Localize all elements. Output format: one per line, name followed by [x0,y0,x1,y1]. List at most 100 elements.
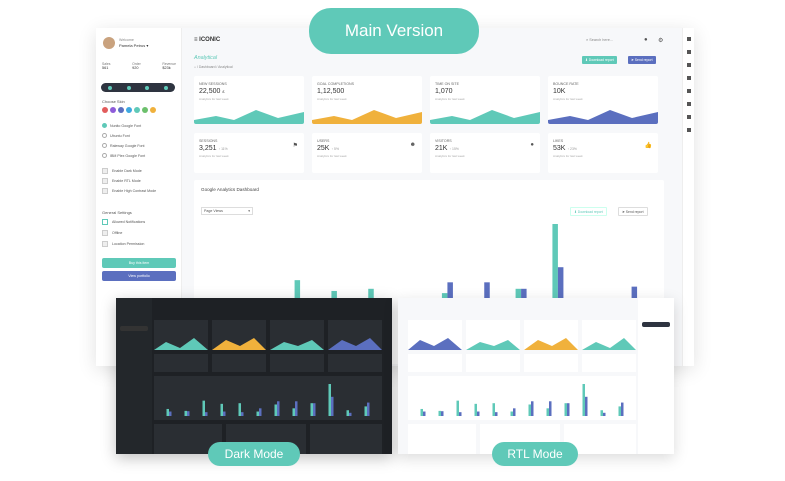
search-icon[interactable] [686,50,691,54]
plus-icon[interactable] [686,128,691,132]
checkbox-icon[interactable] [102,178,108,184]
mini-chart-bar [477,411,480,416]
mini-chart-bar [256,411,259,416]
sparkline-area [430,110,540,124]
mini-chart-bar [292,408,295,416]
choose-skin-label: Choose Skin [102,99,125,104]
font-option[interactable]: Ubuntu Font [102,133,130,138]
checkbox-icon[interactable] [102,168,108,174]
list-icon[interactable] [686,76,691,80]
stat-card: BOUNCE RATE 10K Analytics for last week [548,76,658,124]
skin-swatch[interactable] [134,107,140,113]
folder-icon[interactable] [686,102,691,106]
mode-dot-icon[interactable] [163,85,168,90]
skin-swatch[interactable] [118,107,124,113]
chart-bar[interactable] [552,224,558,332]
home-icon[interactable]: ⌂ [194,65,197,69]
radio-icon[interactable] [102,153,107,158]
view-portfolio-button[interactable]: View portfolio [102,271,176,281]
font-option[interactable]: Raleway Google Font [102,143,145,148]
menu-icon[interactable] [686,37,691,41]
radio-icon[interactable] [102,133,107,138]
checkbox-icon[interactable] [102,241,108,247]
stat-label: NEW SESSIONS [199,82,227,86]
user-name-dropdown[interactable]: Pamela Petrus ▾ [119,43,149,48]
mini-chart-bar [600,410,603,416]
mini-chart-bar [223,411,226,416]
drop-icon[interactable] [686,115,691,119]
mini-chart-bar [567,403,570,416]
skin-swatch[interactable] [110,107,116,113]
info-label: VISITORS [435,139,452,143]
send-icon: ➤ [622,210,625,214]
mini-chart-bar [349,412,352,416]
calendar-icon[interactable] [686,63,691,67]
radio-icon[interactable] [102,123,107,128]
breadcrumb: ⌂ / Dashboard / Analytical [194,65,233,69]
skin-swatch[interactable] [126,107,132,113]
font-option[interactable]: IBM Plex Google Font [102,153,145,158]
chart-download-button[interactable]: ⬇ Download report [570,207,607,216]
toggle-high-contrast[interactable]: Enable High Contrast Mode [102,188,156,194]
info-label: LIKES [553,139,564,143]
mode-dot-icon[interactable] [108,85,113,90]
stat-sales: Sales 561 [102,62,111,70]
mini-chart-bar [564,403,567,416]
mode-dot-icon[interactable] [126,85,131,90]
main-version-label: Main Version [309,8,479,54]
chart-send-button[interactable]: ➤ Send report [618,207,648,216]
mini-chart-bar [331,396,334,416]
page-title: Analytical [194,55,218,61]
mini-chart-bar [474,403,477,416]
dark-mode-screenshot [116,298,392,454]
info-sub: Analytics for last week [199,154,229,158]
user-stats: Sales 561 Order 920 Revenue $23k [102,62,176,70]
setting-location[interactable]: Location Permission [102,241,144,247]
users-icon: ☻ [409,142,416,148]
skin-swatch[interactable] [102,107,108,113]
download-icon: ⬇ [585,58,588,62]
toggle-dark-mode[interactable]: Enable Dark Mode [102,168,142,174]
checkbox-icon[interactable] [102,188,108,194]
stat-label: TIME ON SITE [435,82,459,86]
rtl-mode-label: RTL Mode [492,442,578,466]
mini-chart-bar [528,404,531,416]
stat-value: 22,500 £ [199,88,225,95]
dark-mode-label: Dark Mode [208,442,300,466]
mini-chart-bar [166,408,169,416]
skin-swatch[interactable] [142,107,148,113]
search-input[interactable]: ⌕ Search here... [586,38,614,42]
mini-chart-bar [205,412,208,416]
setting-offline[interactable]: Offline [102,230,122,236]
skin-swatch[interactable] [150,107,156,113]
checkbox-icon[interactable] [102,230,108,236]
stat-sub: Analytics for last week [199,97,229,101]
sparkline-area [312,110,422,124]
stat-sub: Analytics for last week [317,97,347,101]
user-icon: ● [530,142,534,148]
mini-chart-bar [621,402,624,416]
send-report-button[interactable]: ➤ Send report [628,56,656,64]
mini-chart-bar [456,400,459,416]
mini-chart-bar [241,412,244,416]
bell-icon[interactable]: ● [644,37,648,43]
gear-icon[interactable]: ⚙ [658,38,664,44]
mini-chart-bar [531,401,534,416]
checkbox-icon[interactable] [102,219,108,225]
setting-notifications[interactable]: Allowed Notifications [102,219,145,225]
app-logo[interactable]: ≡ ICONIC [194,37,221,43]
toggle-rtl-mode[interactable]: Enable RTL Mode [102,178,141,184]
stat-label: GOAL COMPLETIONS [317,82,355,86]
buy-item-button[interactable]: Buy this item [102,258,176,268]
page-views-select[interactable]: Page Views ▾ [201,207,253,215]
radio-icon[interactable] [102,143,107,148]
font-option[interactable]: Nunito Google Font [102,123,141,128]
stat-order: Order 920 [132,62,141,70]
mode-toggle-bar[interactable] [101,83,175,92]
mode-dot-icon[interactable] [145,85,150,90]
dark-mode-preview [116,298,382,454]
grid-icon[interactable] [686,89,691,93]
download-report-button[interactable]: ⬇ Download report [582,56,617,64]
chevron-down-icon: ▾ [248,209,250,213]
mini-chart-bar [582,384,585,416]
